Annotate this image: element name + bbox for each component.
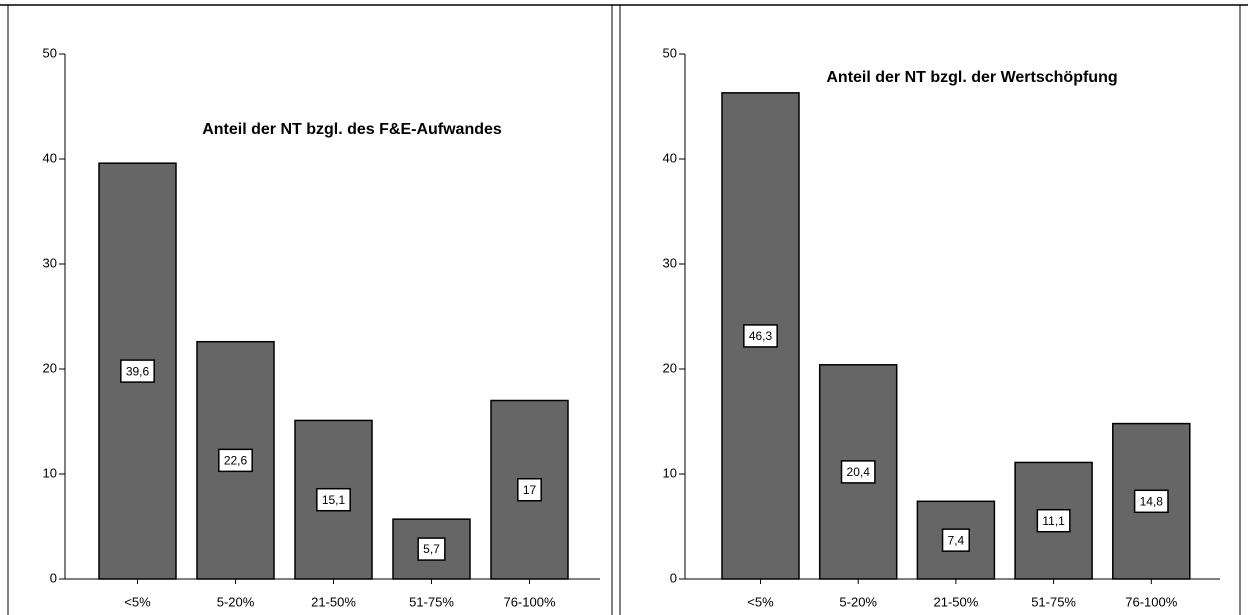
x-tick-label: 21-50% — [311, 594, 356, 609]
y-tick-label: 40 — [663, 150, 677, 165]
value-label-box — [1133, 489, 1169, 514]
value-label: 11,1 — [1042, 514, 1065, 528]
value-label: 5,7 — [423, 542, 440, 556]
y-tick-label: 30 — [663, 255, 677, 270]
chart-title: Anteil der NT bzgl. der Wertschöpfung — [826, 69, 1117, 86]
y-tick-label: 10 — [663, 465, 677, 480]
value-label-box — [120, 359, 155, 383]
value-label-box — [218, 448, 253, 473]
x-tick-label: <5% — [747, 594, 774, 609]
y-tick-label: 10 — [43, 465, 57, 480]
value-label-box — [840, 460, 876, 484]
value-label: 14,8 — [1140, 494, 1164, 508]
value-label: 46,3 — [749, 329, 773, 343]
y-tick-label: 0 — [50, 570, 57, 585]
value-label-box — [743, 324, 778, 348]
y-tick-label: 40 — [43, 150, 57, 165]
x-tick-label: 51-75% — [1031, 594, 1076, 609]
x-tick-label: 5-20% — [839, 594, 877, 609]
y-tick-label: 50 — [43, 45, 57, 60]
x-tick-label: 51-75% — [409, 594, 454, 609]
x-tick-label: 76-100% — [1125, 594, 1177, 609]
chart-title: Anteil der NT bzgl. des F&E-Aufwandes — [202, 121, 502, 138]
value-label-box — [316, 487, 351, 512]
value-label: 7,4 — [948, 533, 965, 547]
value-label-box — [1036, 508, 1071, 533]
value-label-box — [941, 528, 970, 552]
x-tick-label: 5-20% — [217, 594, 255, 609]
x-tick-label: <5% — [124, 594, 151, 609]
y-tick-label: 50 — [663, 45, 677, 60]
value-label: 20,4 — [847, 465, 871, 479]
y-tick-label: 30 — [43, 255, 57, 270]
value-label: 15,1 — [322, 493, 346, 507]
x-tick-label: 76-100% — [503, 594, 555, 609]
value-label-box — [417, 537, 446, 561]
y-tick-label: 20 — [43, 360, 57, 375]
value-label: 17 — [523, 483, 537, 497]
x-tick-label: 21-50% — [933, 594, 978, 609]
y-tick-label: 20 — [663, 360, 677, 375]
y-tick-label: 0 — [670, 570, 677, 585]
value-label: 39,6 — [126, 364, 150, 378]
value-label-box — [517, 478, 542, 502]
value-label: 22,6 — [224, 454, 248, 468]
